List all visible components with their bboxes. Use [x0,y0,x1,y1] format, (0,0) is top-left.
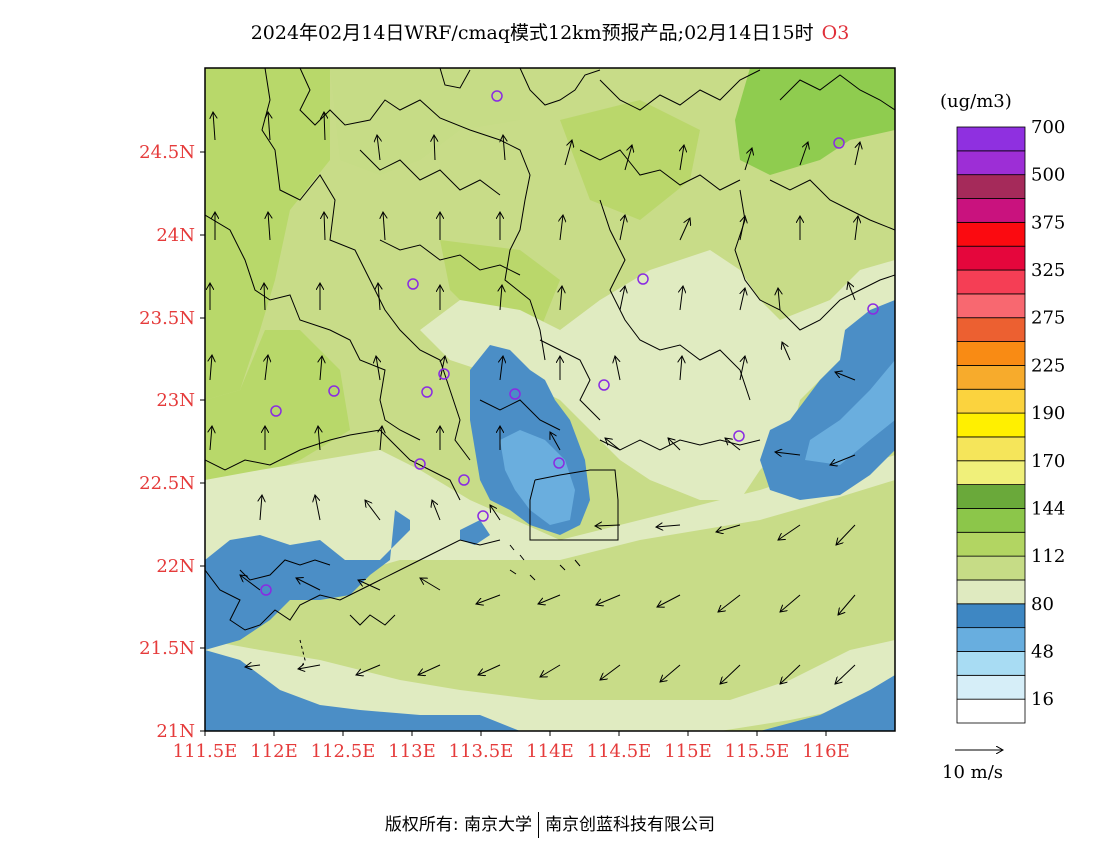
wind-reference: 10 m/s [942,750,1003,783]
legend-swatch [956,221,1026,247]
lon-tick-label: 116E [802,741,850,762]
legend-swatch [956,388,1026,414]
lat-tick-label: 23N [156,390,195,411]
legend-swatch [956,341,1026,366]
lon-tick-label: 114E [526,741,574,762]
lon-tick-labels: 111.5E 112E 112.5E 113E 113.5E 114E 114.… [173,741,850,762]
legend-swatch [956,174,1026,199]
legend-label: 80 [1031,594,1054,615]
lat-tick-label: 21.5N [139,638,195,659]
copyright-right: 南京创蓝科技有限公司 [545,815,716,835]
pollutant-label: O3 [821,22,850,44]
legend-label: 325 [1031,260,1065,281]
legend-swatch [956,150,1026,176]
lon-tick-label: 114.5E [587,741,652,762]
legend-label: 700 [1031,117,1065,138]
lat-tick-labels: 21N 21.5N 22N 22.5N 23N 23.5N 24N 24.5N [139,142,195,742]
legend-swatch [956,460,1026,486]
legend-swatch [956,603,1026,629]
title-text: 2024年02月14日WRF/cmaq模式12km预报产品;02月14日15时 [250,22,814,44]
legend-label: 500 [1031,165,1065,186]
legend-unit: (ug/m3) [940,91,1012,112]
legend-label: 375 [1031,212,1065,233]
wind-reference-label: 10 m/s [942,762,1003,783]
boundaries [205,68,895,671]
legend-swatch [956,484,1026,509]
lon-tick-label: 113E [388,741,436,762]
lat-tick-label: 23.5N [139,308,195,329]
lon-axis [204,731,827,736]
legend-swatch [956,245,1026,271]
legend-swatch [956,555,1026,581]
legend-swatch [956,198,1026,223]
map-title: 2024年02月14日WRF/cmaq模式12km预报产品;02月14日15时 O… [0,18,1100,45]
legend-swatch [956,531,1026,557]
legend-swatch [956,293,1026,319]
lon-tick-label: 112.5E [311,741,376,762]
legend-swatch [956,651,1026,676]
wind-vectors [210,112,860,684]
lat-tick-label: 24.5N [139,142,195,163]
legend-swatch [956,364,1026,390]
legend-label: 170 [1031,451,1065,472]
legend-swatch [956,126,1026,152]
legend-swatch [956,627,1026,652]
lat-tick-label: 24N [156,225,195,246]
color-legend [956,126,1026,724]
lon-tick-label: 115.5E [725,741,790,762]
legend-swatch [956,579,1026,605]
legend-swatch [956,436,1026,462]
legend-label: 48 [1031,641,1054,662]
lon-tick-label: 113.5E [449,741,514,762]
legend-swatch [956,317,1026,342]
legend-swatch [956,698,1026,724]
legend-label: 190 [1031,403,1065,424]
legend-swatch [956,269,1026,295]
copyright-left: 版权所有: 南京大学 [384,815,533,835]
monitoring-stations [260,90,879,596]
lat-tick-label: 22.5N [139,473,195,494]
lon-tick-label: 115E [664,741,712,762]
legend-swatch [956,508,1026,533]
lon-tick-label: 111.5E [173,741,238,762]
legend-label: 144 [1031,498,1065,519]
lon-tick-label: 112E [250,741,298,762]
legend-swatch [956,674,1026,700]
legend-labels: 16 48 80 112 144 170 190 225 275 325 375 500 700 [1031,117,1065,710]
lat-tick-label: 22N [156,556,195,577]
legend-label: 225 [1031,355,1065,376]
lat-tick-label: 21N [156,721,195,742]
legend-swatch [956,412,1026,438]
copyright-footer: 版权所有: 南京大学 南京创蓝科技有限公司 [0,810,1100,838]
legend-label: 16 [1031,689,1054,710]
legend-label: 112 [1031,546,1065,567]
footer-divider [538,812,540,838]
lat-axis [200,151,205,732]
concentration-field [205,68,895,731]
legend-label: 275 [1031,308,1065,329]
